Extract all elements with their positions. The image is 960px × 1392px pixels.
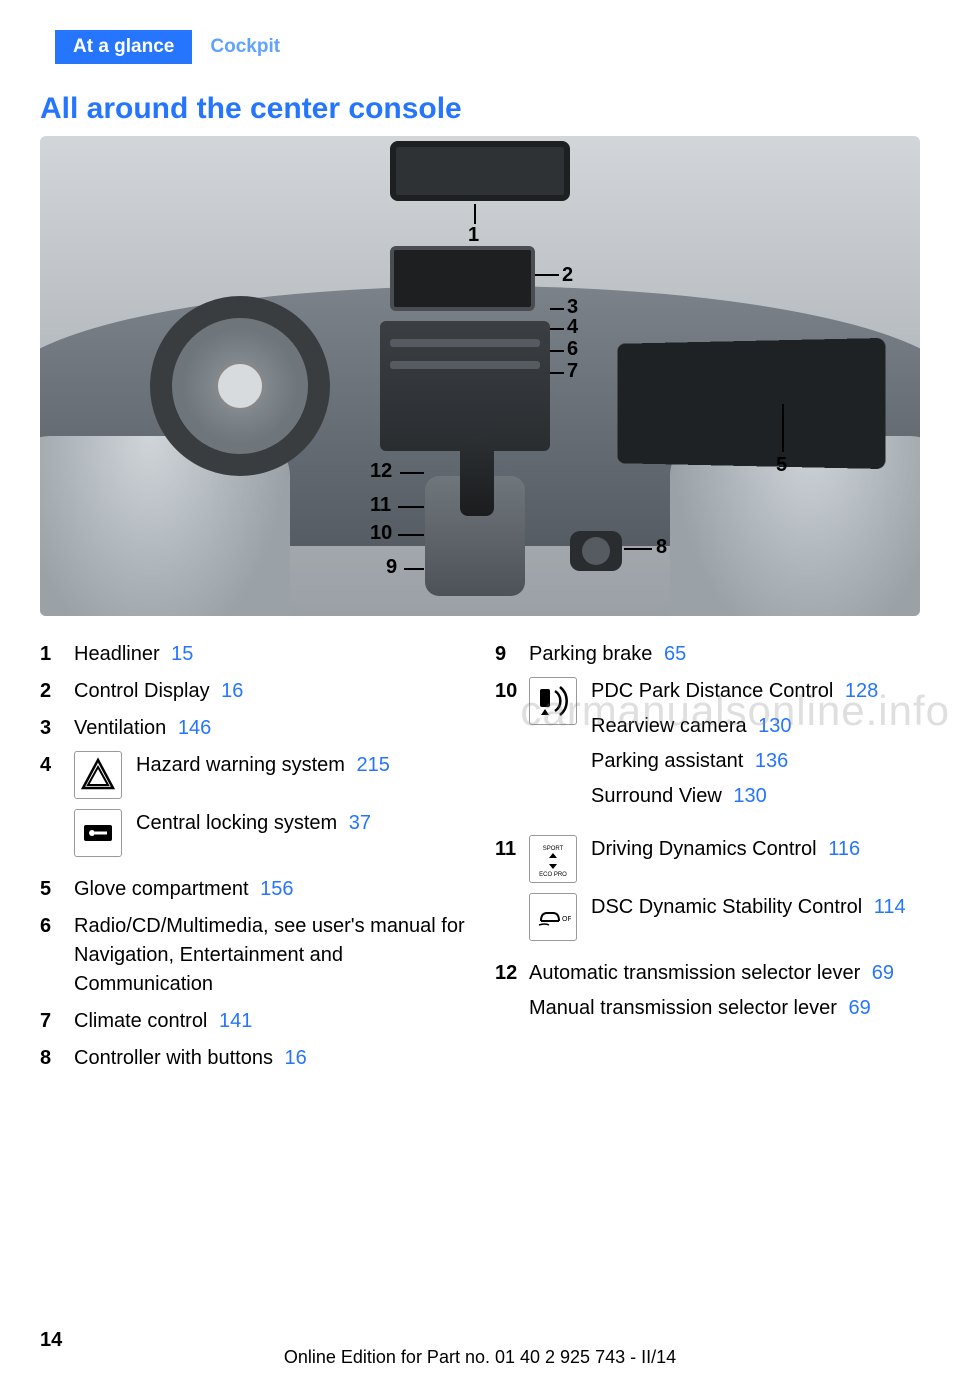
item-num: 11 xyxy=(495,835,529,864)
item-label: Central locking system xyxy=(136,812,337,834)
control-display-graphic xyxy=(390,246,535,311)
item-label: Climate control xyxy=(74,1010,207,1032)
page-ref[interactable]: 65 xyxy=(664,643,686,665)
shifter-graphic xyxy=(460,436,494,516)
idrive-graphic xyxy=(570,531,622,571)
legend-item-11: 11 SPORT ECO PRO Driving Dynamics Contro… xyxy=(495,835,920,951)
legend-item-5: 5 Glove compartment 156 xyxy=(40,875,465,904)
callout-7: 7 xyxy=(567,360,578,383)
hazard-warning-icon xyxy=(74,751,122,799)
legend-item-3: 3 Ventilation 146 xyxy=(40,714,465,743)
legend-item-10: 10 PDC Park Distance Control xyxy=(495,677,920,827)
legend-item-12: 12 Automatic transmission selector lever… xyxy=(495,959,920,1029)
legend-item-9: 9 Parking brake 65 xyxy=(495,640,920,669)
callout-10: 10 xyxy=(370,522,392,545)
page-ref[interactable]: 69 xyxy=(848,997,870,1019)
svg-text:ECO PRO: ECO PRO xyxy=(539,872,567,877)
item-num: 9 xyxy=(495,640,529,669)
page-ref[interactable]: 136 xyxy=(755,750,788,772)
page-ref[interactable]: 16 xyxy=(285,1047,307,1069)
page-ref[interactable]: 16 xyxy=(221,680,243,702)
item-label: Radio/CD/Multimedia, see user's manual f… xyxy=(74,915,465,995)
page-ref[interactable]: 15 xyxy=(171,643,193,665)
item-label: Automatic transmission selector lever xyxy=(529,962,860,984)
item-label: Manual transmission selector lever xyxy=(529,997,837,1019)
callout-5: 5 xyxy=(776,454,787,477)
item-label: Control Display xyxy=(74,680,210,702)
central-locking-icon xyxy=(74,809,122,857)
tab-cockpit[interactable]: Cockpit xyxy=(192,30,298,64)
page-title: All around the center console xyxy=(40,92,960,126)
item-label: DSC Dynamic Stability Control xyxy=(591,896,862,918)
callout-9: 9 xyxy=(386,556,397,579)
item-num: 12 xyxy=(495,959,529,988)
callout-1: 1 xyxy=(468,224,479,247)
legend-item-4: 4 Hazard warning system 215 xyxy=(40,751,465,867)
header-tabs: At a glance Cockpit xyxy=(55,30,960,64)
page-ref[interactable]: 156 xyxy=(260,878,293,900)
tab-at-a-glance[interactable]: At a glance xyxy=(55,30,192,64)
callout-2: 2 xyxy=(562,264,573,287)
center-stack-graphic xyxy=(380,321,550,451)
item-label: Surround View xyxy=(591,785,722,807)
item-num: 1 xyxy=(40,640,74,669)
steering-wheel-graphic xyxy=(150,296,330,476)
legend-item-6: 6 Radio/CD/Multimedia, see user's manual… xyxy=(40,912,465,999)
item-label: Parking assistant xyxy=(591,750,743,772)
item-label: Ventilation xyxy=(74,717,166,739)
svg-text:SPORT: SPORT xyxy=(543,846,564,852)
mirror-graphic xyxy=(390,141,570,201)
item-num: 10 xyxy=(495,677,529,706)
page-ref[interactable]: 141 xyxy=(219,1010,252,1032)
callout-6: 6 xyxy=(567,338,578,361)
item-num: 3 xyxy=(40,714,74,743)
item-num: 8 xyxy=(40,1044,74,1073)
page-ref[interactable]: 146 xyxy=(178,717,211,739)
legend-item-2: 2 Control Display 16 xyxy=(40,677,465,706)
svg-text:OFF: OFF xyxy=(562,916,571,923)
callout-4: 4 xyxy=(567,316,578,339)
page-ref[interactable]: 37 xyxy=(349,812,371,834)
legend-left: 1 Headliner 15 2 Control Display 16 3 Ve… xyxy=(40,640,465,1081)
dsc-off-icon: OFF xyxy=(529,893,577,941)
footer-text: Online Edition for Part no. 01 40 2 925 … xyxy=(0,1347,960,1368)
callout-8: 8 xyxy=(656,536,667,559)
page-ref[interactable]: 69 xyxy=(872,962,894,984)
item-num: 7 xyxy=(40,1007,74,1036)
item-label: Parking brake xyxy=(529,643,652,665)
item-label: Glove compartment xyxy=(74,878,249,900)
page-ref[interactable]: 116 xyxy=(828,838,860,860)
item-label: PDC Park Distance Control xyxy=(591,680,833,702)
center-console-diagram: 1 2 3 4 6 7 5 8 12 11 10 9 xyxy=(40,136,920,616)
item-label: Headliner xyxy=(74,643,160,665)
page-ref[interactable]: 130 xyxy=(758,715,791,737)
legend-item-8: 8 Controller with buttons 16 xyxy=(40,1044,465,1073)
page-ref[interactable]: 215 xyxy=(357,754,390,776)
glovebox-graphic xyxy=(617,338,885,469)
pdc-icon xyxy=(529,677,577,725)
page-ref[interactable]: 114 xyxy=(874,896,906,918)
item-num: 5 xyxy=(40,875,74,904)
driving-dynamics-icon: SPORT ECO PRO xyxy=(529,835,577,883)
legend-columns: 1 Headliner 15 2 Control Display 16 3 Ve… xyxy=(40,640,920,1081)
item-label: Rearview camera xyxy=(591,715,747,737)
legend-right: 9 Parking brake 65 10 xyxy=(495,640,920,1081)
item-num: 6 xyxy=(40,912,74,941)
callout-11: 11 xyxy=(370,494,391,517)
item-label: Hazard warning system xyxy=(136,754,345,776)
item-num: 2 xyxy=(40,677,74,706)
page-ref[interactable]: 130 xyxy=(733,785,766,807)
item-label: Driving Dynamics Control xyxy=(591,838,817,860)
item-num: 4 xyxy=(40,751,74,780)
page-ref[interactable]: 128 xyxy=(845,680,878,702)
item-label: Controller with buttons xyxy=(74,1047,273,1069)
legend-item-7: 7 Climate control 141 xyxy=(40,1007,465,1036)
legend-item-1: 1 Headliner 15 xyxy=(40,640,465,669)
callout-12: 12 xyxy=(370,460,392,483)
